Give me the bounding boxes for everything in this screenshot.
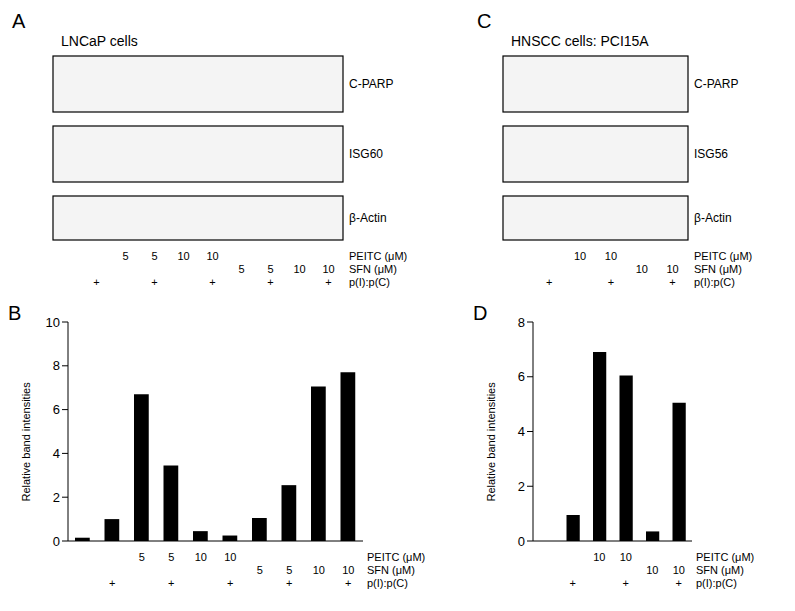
svg-text:SFN (μM): SFN (μM) xyxy=(367,564,415,576)
svg-text:10: 10 xyxy=(574,250,586,262)
svg-text:10: 10 xyxy=(195,551,207,563)
svg-text:0: 0 xyxy=(53,534,60,549)
svg-text:p(I):p(C): p(I):p(C) xyxy=(694,276,735,288)
svg-text:10: 10 xyxy=(636,263,648,275)
svg-text:10: 10 xyxy=(593,551,605,563)
svg-text:β-Actin: β-Actin xyxy=(694,211,732,225)
svg-text:8: 8 xyxy=(518,315,525,330)
svg-text:LNCaP cells: LNCaP cells xyxy=(61,33,138,49)
svg-text:+: + xyxy=(168,577,174,589)
svg-text:p(I):p(C): p(I):p(C) xyxy=(349,276,390,288)
svg-text:ISG56: ISG56 xyxy=(694,147,728,161)
html-text:B: B xyxy=(8,302,22,324)
svg-text:10: 10 xyxy=(322,263,334,275)
svg-text:C-PARP: C-PARP xyxy=(694,77,738,91)
svg-text:5: 5 xyxy=(122,250,128,262)
svg-text:5: 5 xyxy=(139,551,145,563)
svg-text:5: 5 xyxy=(257,564,263,576)
svg-text:+: + xyxy=(608,276,614,288)
svg-text:HNSCC cells: PCI15A: HNSCC cells: PCI15A xyxy=(511,33,649,49)
svg-text:2: 2 xyxy=(53,490,60,505)
svg-text:10: 10 xyxy=(605,250,617,262)
svg-text:4: 4 xyxy=(518,424,525,439)
svg-text:10: 10 xyxy=(313,564,325,576)
svg-text:10: 10 xyxy=(206,250,218,262)
svg-text:2: 2 xyxy=(518,479,525,494)
svg-text:10: 10 xyxy=(673,564,685,576)
svg-text:8: 8 xyxy=(53,358,60,373)
svg-text:p(I):p(C): p(I):p(C) xyxy=(696,577,737,589)
svg-text:β-Actin: β-Actin xyxy=(349,211,387,225)
svg-text:4: 4 xyxy=(53,446,60,461)
svg-text:+: + xyxy=(286,577,292,589)
svg-text:+: + xyxy=(345,577,351,589)
svg-text:+: + xyxy=(325,276,331,288)
svg-text:+: + xyxy=(209,276,215,288)
svg-text:p(I):p(C): p(I):p(C) xyxy=(367,577,408,589)
svg-text:+: + xyxy=(93,276,99,288)
svg-text:10: 10 xyxy=(46,315,60,330)
svg-text:C: C xyxy=(477,10,491,32)
html-text:D: D xyxy=(473,302,488,324)
svg-text:10: 10 xyxy=(293,263,305,275)
svg-text:10: 10 xyxy=(646,564,658,576)
svg-text:0: 0 xyxy=(518,534,525,549)
svg-text:C-PARP: C-PARP xyxy=(349,77,393,91)
svg-text:+: + xyxy=(267,276,273,288)
svg-text:PEITC (μM): PEITC (μM) xyxy=(367,551,425,563)
svg-text:5: 5 xyxy=(168,551,174,563)
svg-text:10: 10 xyxy=(224,551,236,563)
svg-text:PEITC (μM): PEITC (μM) xyxy=(349,250,407,262)
svg-text:+: + xyxy=(669,276,675,288)
svg-text:+: + xyxy=(151,276,157,288)
svg-text:10: 10 xyxy=(177,250,189,262)
svg-text:+: + xyxy=(546,276,552,288)
svg-text:ISG60: ISG60 xyxy=(349,147,383,161)
svg-text:+: + xyxy=(227,577,233,589)
svg-text:5: 5 xyxy=(151,250,157,262)
svg-text:+: + xyxy=(109,577,115,589)
svg-text:+: + xyxy=(570,577,576,589)
svg-text:6: 6 xyxy=(518,369,525,384)
svg-text:5: 5 xyxy=(286,564,292,576)
svg-text:+: + xyxy=(676,577,682,589)
svg-text:5: 5 xyxy=(238,263,244,275)
svg-text:10: 10 xyxy=(666,263,678,275)
svg-text:SFN (μM): SFN (μM) xyxy=(696,564,744,576)
svg-text:SFN (μM): SFN (μM) xyxy=(349,263,397,275)
svg-text:5: 5 xyxy=(267,263,273,275)
svg-text:Relative band intensities: Relative band intensities xyxy=(20,382,32,502)
svg-text:6: 6 xyxy=(53,402,60,417)
svg-text:SFN (μM): SFN (μM) xyxy=(694,263,742,275)
svg-text:PEITC (μM): PEITC (μM) xyxy=(696,551,754,563)
svg-text:10: 10 xyxy=(620,551,632,563)
svg-text:+: + xyxy=(623,577,629,589)
svg-text:A: A xyxy=(12,10,26,32)
svg-text:Relative band intensities: Relative band intensities xyxy=(485,382,497,502)
svg-text:10: 10 xyxy=(342,564,354,576)
svg-text:PEITC (μM): PEITC (μM) xyxy=(694,250,752,262)
